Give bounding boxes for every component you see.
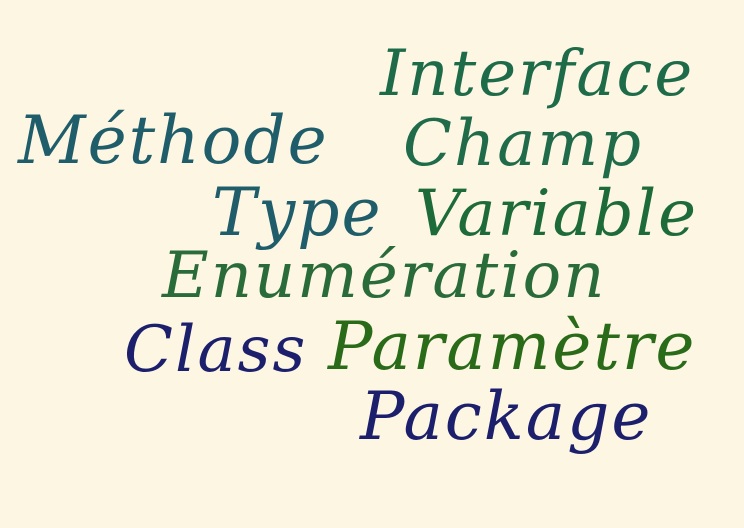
- word-parametre: Paramètre: [328, 308, 697, 385]
- word-variable: Variable: [415, 177, 699, 251]
- word-class: Class: [124, 313, 308, 387]
- word-champ: Champ: [403, 107, 643, 181]
- word-package: Package: [360, 378, 653, 455]
- word-type: Type: [212, 174, 383, 251]
- word-enumeration: Enumération: [162, 239, 607, 313]
- word-methode: Méthode: [18, 102, 329, 179]
- word-interface: Interface: [380, 37, 695, 111]
